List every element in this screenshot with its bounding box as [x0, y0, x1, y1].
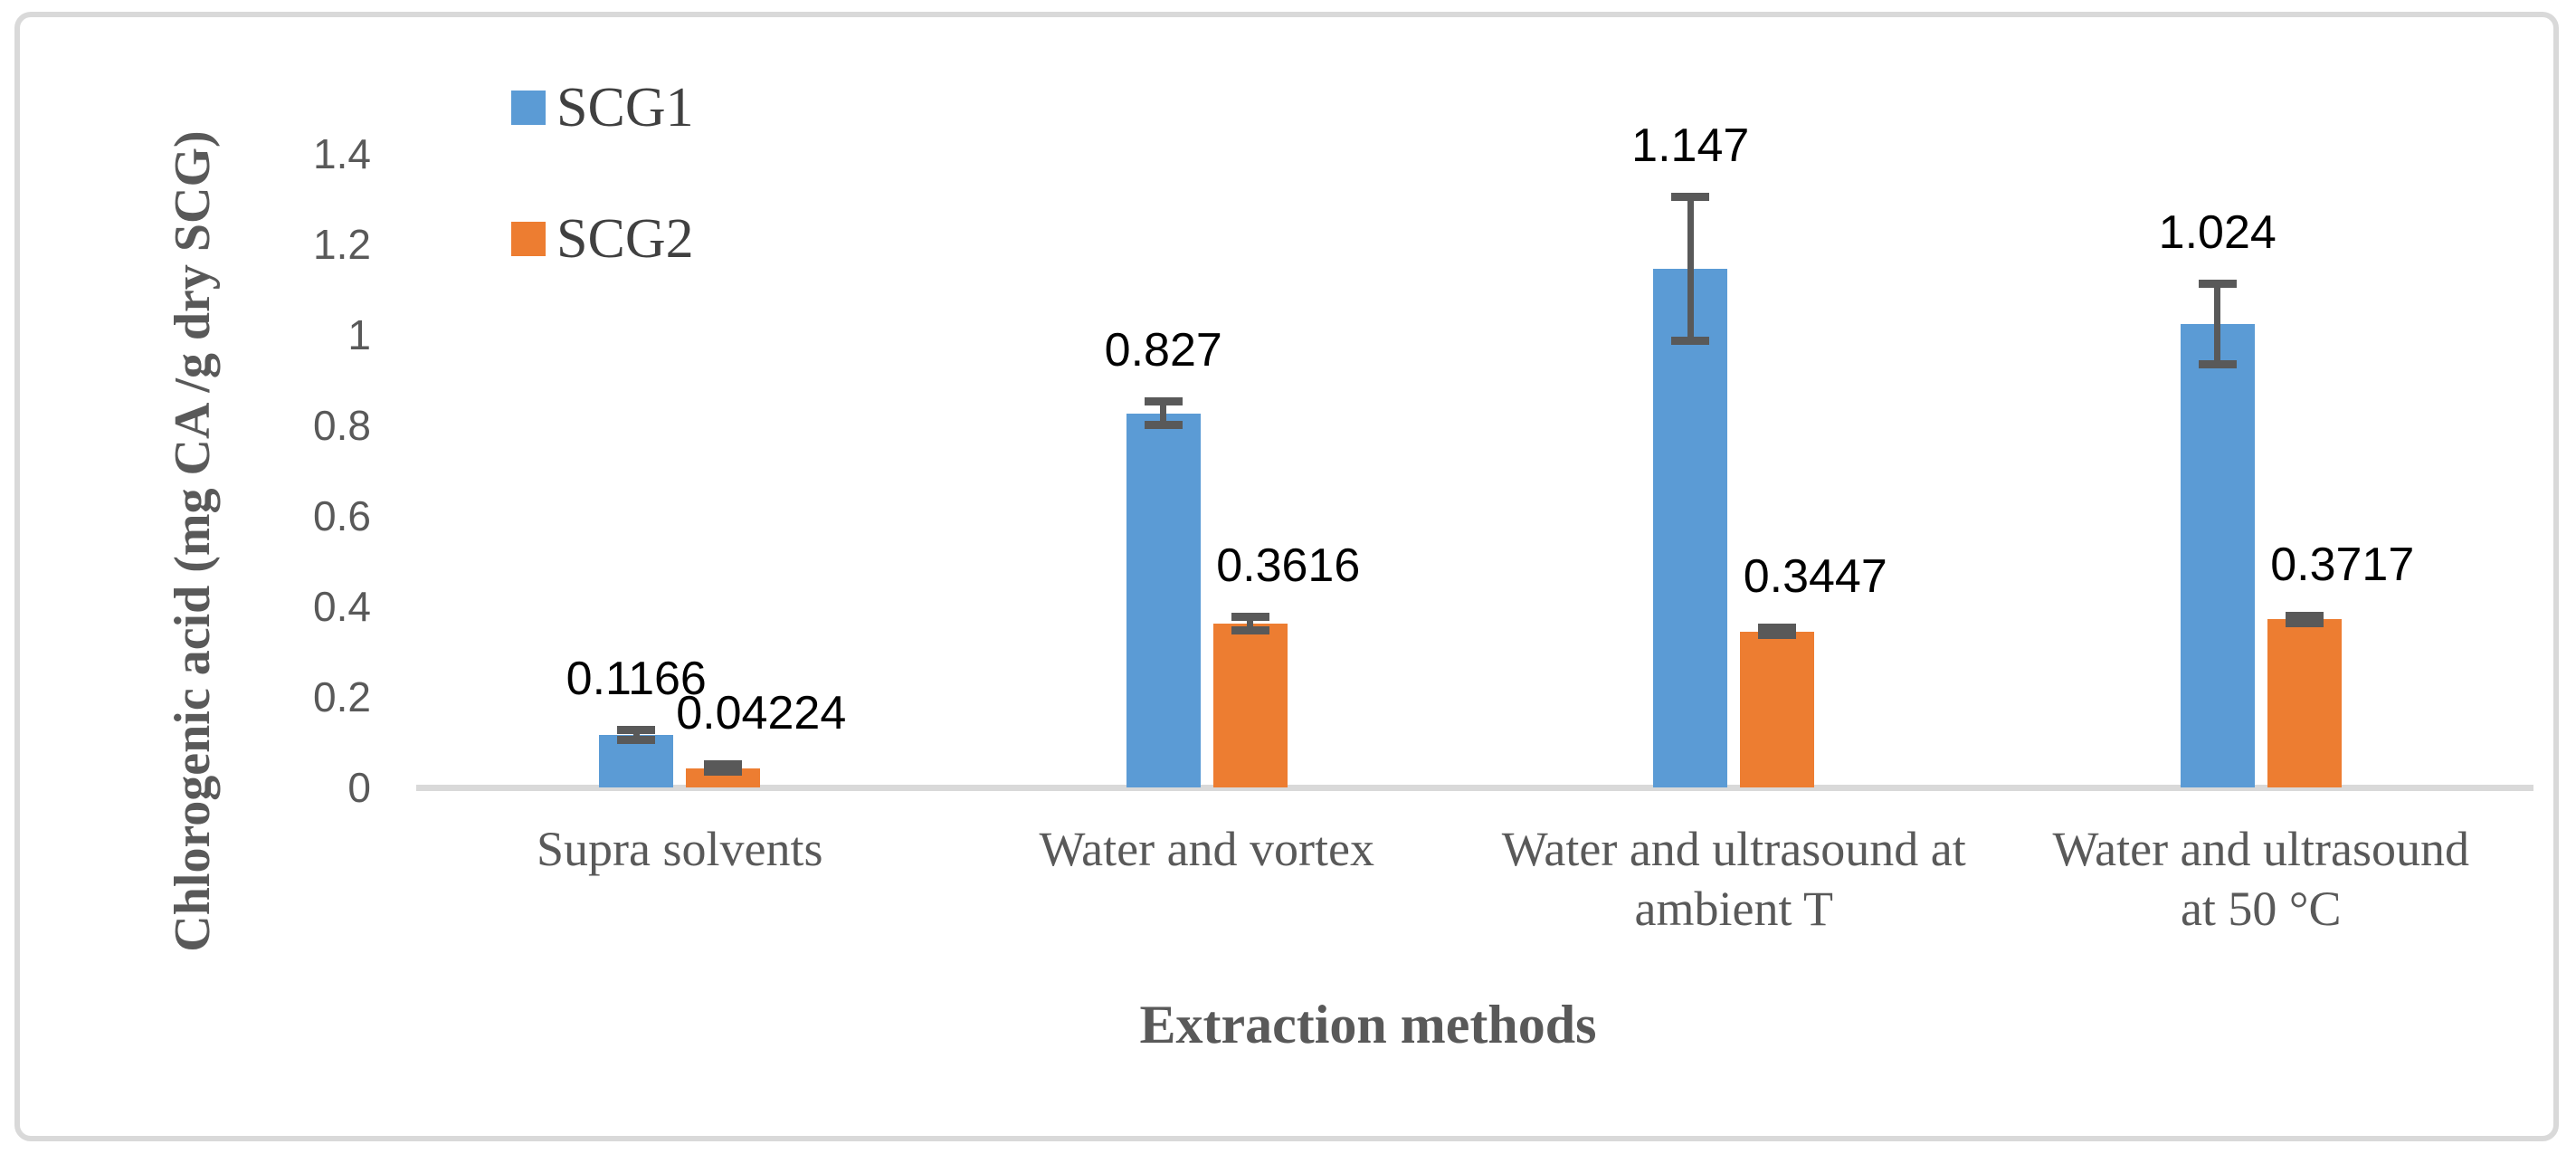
data-label-SCG2-1: 0.3616	[1216, 539, 1361, 593]
error-bar-cap-bottom	[704, 768, 743, 777]
category-label-line: Water and ultrasound at	[1501, 822, 1966, 876]
y-tick-label: 0.6	[313, 492, 371, 539]
y-tick-label: 0.2	[313, 673, 371, 720]
bar-SCG2-2	[1740, 631, 1815, 787]
y-tick-label: 0	[347, 764, 371, 811]
error-bar-cap-bottom	[617, 735, 656, 744]
legend-swatch-icon	[511, 91, 546, 125]
category-label-line: Water and vortex	[1039, 822, 1375, 876]
bar-SCG2-3	[2267, 619, 2342, 787]
error-bar-cap-top	[1671, 192, 1710, 201]
error-bar-stem	[632, 729, 640, 740]
error-bar-cap-top	[2285, 611, 2324, 620]
error-bar-stem	[1160, 401, 1167, 425]
x-axis-title: Extraction methods	[1139, 995, 1597, 1054]
error-bar-cap-bottom	[2198, 360, 2237, 368]
error-bar-cap-bottom	[1231, 626, 1269, 635]
category-label-line: Supra solvents	[537, 822, 823, 876]
y-tick-label: 0.8	[313, 402, 371, 449]
data-label-SCG1-0: 0.1166	[566, 652, 707, 705]
category-label-line: ambient T	[1634, 882, 1833, 936]
error-bar-stem	[1247, 616, 1254, 632]
bar-SCG1-2	[1653, 268, 1728, 787]
category-label-3: Water and ultrasound at 50 °C	[1981, 819, 2542, 939]
error-bar-cap-top	[1231, 613, 1269, 622]
figure-border	[14, 12, 2559, 1141]
category-label-1: Water and vortex	[927, 819, 1488, 879]
error-bar-cap-bottom	[1671, 336, 1710, 345]
y-tick-label: 0.4	[313, 583, 371, 630]
y-tick-label: 1	[347, 311, 371, 358]
error-bar-cap-bottom	[2285, 618, 2324, 627]
data-label-SCG2-2: 0.3447	[1743, 550, 1887, 604]
error-bar-cap-top	[1144, 397, 1183, 405]
y-tick-label: 1.4	[313, 130, 371, 177]
category-label-line: Water and ultrasound	[2052, 822, 2469, 876]
legend-item-SCG1: SCG1	[511, 80, 694, 136]
bar-SCG1-1	[1126, 413, 1201, 787]
category-label-0: Supra solvents	[399, 819, 960, 879]
error-bar-cap-bottom	[1144, 421, 1183, 429]
data-label-SCG2-3: 0.3717	[2270, 538, 2415, 591]
data-label-SCG2-0: 0.04224	[676, 687, 847, 740]
data-label-SCG1-1: 0.827	[1104, 324, 1222, 377]
error-bar-cap-top	[2198, 280, 2237, 288]
data-label-SCG1-2: 1.147	[1631, 119, 1750, 172]
legend-swatch-icon	[511, 222, 546, 256]
error-bar-stem	[1687, 196, 1694, 341]
bar-SCG2-1	[1212, 624, 1288, 787]
legend-item-SCG2: SCG2	[511, 211, 694, 267]
category-label-2: Water and ultrasound at ambient T	[1453, 819, 2014, 939]
category-label-line: at 50 °C	[2180, 882, 2342, 936]
error-bar-cap-top	[704, 760, 743, 769]
error-bar-cap-top	[1758, 624, 1797, 633]
x-axis-line	[416, 785, 2533, 791]
error-bar-cap-bottom	[1758, 631, 1797, 640]
data-label-SCG1-3: 1.024	[2158, 206, 2277, 259]
error-bar-cap-top	[617, 725, 656, 734]
y-tick-label: 1.2	[313, 221, 371, 268]
legend-label: SCG2	[556, 208, 694, 270]
error-bar-stem	[2214, 283, 2221, 365]
legend-label: SCG1	[556, 77, 694, 138]
bar-SCG1-3	[2180, 324, 2255, 787]
